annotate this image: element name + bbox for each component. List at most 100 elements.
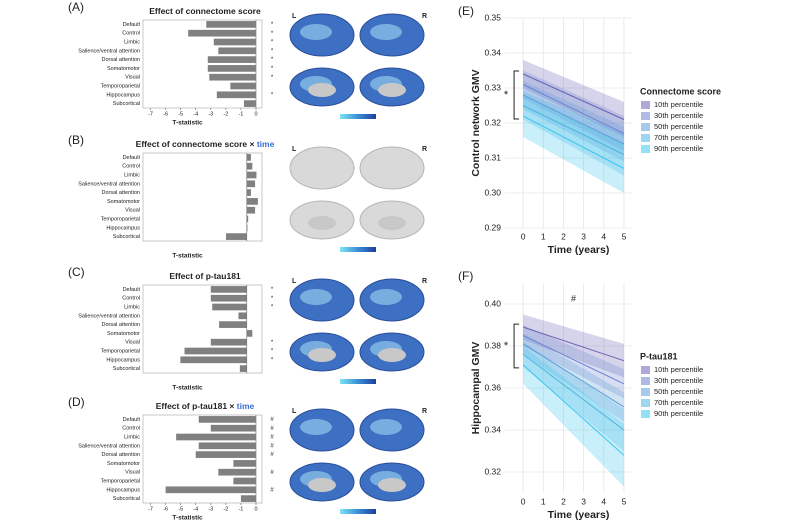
x-tick-label: 3 — [581, 231, 586, 241]
panel-label: (E) — [458, 4, 474, 18]
category-label: Limbic — [124, 172, 140, 178]
time-effect-marker: # — [571, 293, 576, 303]
trend-line — [522, 354, 625, 431]
brain-medial — [378, 216, 406, 230]
trend-line — [522, 73, 625, 120]
brain-medial — [308, 216, 336, 230]
category-label: Control — [122, 296, 140, 302]
bar — [195, 451, 256, 458]
bar — [219, 321, 247, 328]
x-tick-label: -5 — [178, 506, 183, 512]
significance-marker: * — [271, 66, 274, 72]
legend-label: 70th percentile — [654, 133, 703, 142]
category-label: Control — [122, 164, 140, 170]
bar — [180, 356, 247, 364]
y-tick-label: 0.38 — [484, 340, 501, 350]
category-label: Subcortical — [113, 496, 140, 502]
significance-marker: * — [271, 305, 274, 311]
x-tick-label: -4 — [193, 111, 198, 117]
category-label: Temporoparietal — [101, 216, 140, 222]
category-label: Salience/ventral attention — [78, 48, 140, 54]
hemisphere-label: R — [422, 408, 427, 415]
legend-swatch — [641, 388, 650, 396]
bar — [209, 73, 256, 81]
plot-frame — [142, 152, 263, 242]
y-tick-label: 0.40 — [484, 298, 501, 308]
bar — [207, 56, 256, 63]
category-label: Hippocampus — [106, 92, 140, 98]
category-label: Temporoparietal — [101, 83, 140, 89]
legend-swatch — [641, 366, 650, 374]
bar — [246, 171, 257, 179]
y-axis-label: Hippocampal GMV — [470, 342, 482, 435]
bar — [226, 233, 247, 240]
legend-label: 10th percentile — [654, 365, 703, 374]
significance-marker: * — [271, 287, 274, 293]
significance-marker: # — [270, 452, 274, 458]
x-axis-label: Time (years) — [548, 509, 610, 521]
category-label: Temporoparietal — [101, 478, 140, 484]
trend-line — [522, 343, 625, 408]
x-tick-label: -6 — [163, 111, 168, 117]
bar — [243, 100, 256, 107]
x-tick-label: 1 — [541, 496, 546, 506]
bar — [206, 21, 256, 28]
bar — [210, 424, 256, 432]
panel-label: (D) — [68, 395, 85, 409]
legend-label: 90th percentile — [654, 409, 703, 418]
bar — [210, 338, 247, 346]
panel-title: Effect of p-tau181 × time — [156, 401, 255, 411]
significance-marker: * — [271, 40, 274, 46]
hemisphere-label: R — [422, 13, 427, 20]
legend-label: 10th percentile — [654, 100, 703, 109]
bar — [216, 91, 256, 99]
bar — [218, 468, 256, 476]
confidence-band — [523, 81, 624, 162]
category-label: Subcortical — [113, 101, 140, 107]
colorbar — [340, 379, 376, 384]
significance-marker: # — [270, 426, 274, 432]
significance-bracket — [513, 323, 520, 369]
panel-title: Effect of connectome score × time — [136, 139, 275, 149]
category-label: Somatomotor — [107, 461, 140, 467]
category-label: Salience/ventral attention — [78, 181, 140, 187]
significance-marker: * — [271, 92, 274, 98]
bar — [165, 486, 256, 494]
x-tick-label: 2 — [561, 231, 566, 241]
y-tick-label: 0.31 — [484, 152, 501, 162]
legend-swatch — [641, 101, 650, 109]
bar — [184, 347, 247, 355]
brain-medial — [378, 478, 406, 492]
significance-marker: * — [271, 296, 274, 302]
category-label: Somatomotor — [107, 331, 140, 337]
hemisphere-label: R — [422, 278, 427, 285]
significance-marker: # — [270, 487, 274, 493]
legend-label: 50th percentile — [654, 387, 703, 396]
x-axis-label: T-statistic — [172, 120, 203, 127]
significance-marker: * — [271, 340, 274, 346]
hemisphere-label: L — [292, 278, 297, 285]
trend-line — [522, 115, 625, 169]
x-tick-label: -7 — [148, 506, 153, 512]
category-label: Salience/ventral attention — [78, 443, 140, 449]
significance-marker: * — [271, 357, 274, 363]
bar — [239, 365, 247, 372]
x-tick-label: 5 — [622, 231, 627, 241]
colorbar — [340, 114, 376, 119]
title-emphasis: time — [257, 139, 275, 149]
category-label: Default — [123, 287, 141, 293]
brain-highlight — [300, 289, 332, 305]
confidence-band — [523, 91, 624, 176]
x-tick-label: -5 — [178, 111, 183, 117]
y-tick-label: 0.32 — [484, 117, 501, 127]
bar — [210, 286, 247, 293]
x-tick-label: 1 — [541, 231, 546, 241]
x-axis-label: Time (years) — [548, 244, 610, 256]
brain-highlight — [300, 24, 332, 40]
x-tick-label: -3 — [208, 111, 213, 117]
significance-marker: # — [270, 417, 274, 423]
confidence-band — [523, 341, 624, 451]
significance-marker: * — [271, 349, 274, 355]
x-tick-label: 4 — [601, 496, 606, 506]
